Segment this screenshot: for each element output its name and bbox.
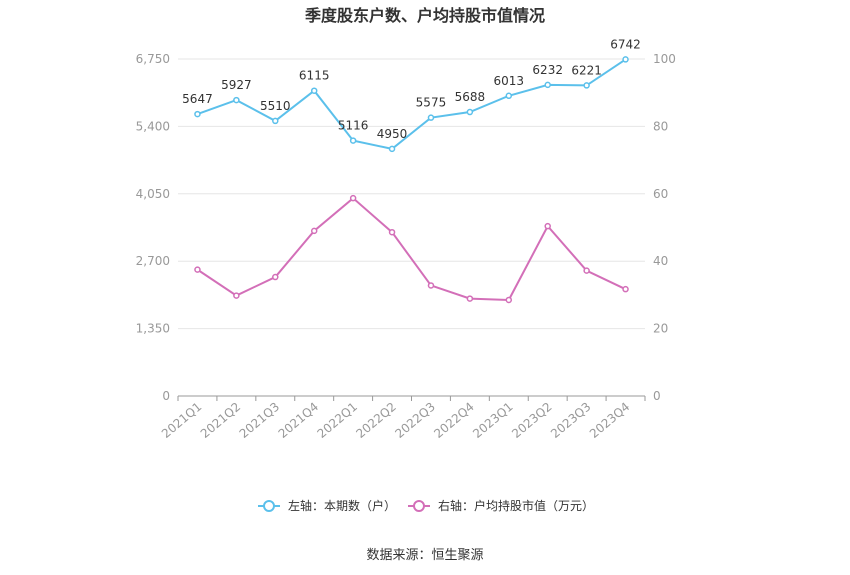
data-label-left: 5647 xyxy=(182,92,213,106)
data-point-right xyxy=(466,295,474,302)
legend-right-series-marker xyxy=(413,500,425,512)
grid-lines xyxy=(178,58,645,330)
data-point-left xyxy=(505,92,513,100)
data-point-right xyxy=(505,296,513,304)
x-tick-label: 2023Q3 xyxy=(548,400,593,441)
x-tick-label: 2023Q2 xyxy=(509,400,554,441)
left-tick-label: 0 xyxy=(162,389,170,403)
left-tick-label: 5,400 xyxy=(136,119,170,133)
data-point-right xyxy=(310,227,318,235)
legend-left-series-label: 左轴：本期数（户） xyxy=(288,498,396,513)
left-tick-label: 1,350 xyxy=(136,322,170,336)
left-tick-label: 4,050 xyxy=(136,187,170,201)
data-point-left xyxy=(583,82,590,89)
right-tick-label: 0 xyxy=(653,389,661,403)
data-point-left xyxy=(427,114,435,121)
right-tick-label: 100 xyxy=(653,52,676,66)
data-label-left: 5927 xyxy=(221,78,252,92)
legend-item-right-series[interactable]: 右轴：户均持股市值（万元） xyxy=(408,498,594,513)
data-label-left: 6013 xyxy=(494,74,525,88)
data-point-left xyxy=(544,81,551,89)
x-tick-label: 2021Q1 xyxy=(159,400,204,441)
data-point-left xyxy=(272,117,279,125)
data-point-right xyxy=(349,194,357,202)
legend-right-series-label: 右轴：户均持股市值（万元） xyxy=(438,498,594,513)
data-label-left: 6115 xyxy=(299,69,330,83)
data-label-left: 6221 xyxy=(571,63,602,77)
data-point-right xyxy=(233,292,240,299)
right-tick-label: 80 xyxy=(653,119,668,133)
x-tick-label: 2022Q3 xyxy=(392,400,437,441)
left-tick-label: 2,700 xyxy=(136,254,170,268)
data-point-left xyxy=(388,145,396,153)
x-tick-label: 2023Q4 xyxy=(587,400,632,441)
left-axis: 0 1,350 2,700 4,050 5,400 6,750 xyxy=(136,52,170,403)
data-point-left xyxy=(622,56,629,63)
right-tick-label: 20 xyxy=(653,322,668,336)
data-label-left: 6232 xyxy=(532,63,563,77)
x-axis: 2021Q12021Q22021Q32021Q42022Q12022Q22022… xyxy=(159,395,646,441)
data-point-left xyxy=(310,87,318,94)
chart-title: 季度股东户数、户均持股市值情况 xyxy=(304,6,545,25)
series-line-right xyxy=(196,196,626,301)
x-tick-label: 2022Q1 xyxy=(315,400,360,441)
data-point-left xyxy=(466,108,474,116)
data-point-left xyxy=(233,96,240,104)
legend-item-left-series[interactable]: 左轴：本期数（户） xyxy=(258,498,396,513)
data-point-right xyxy=(194,266,201,273)
data-label-left: 5688 xyxy=(455,90,486,104)
data-point-right xyxy=(544,222,551,230)
legend: 左轴：本期数（户） 右轴：户均持股市值（万元） xyxy=(258,498,594,513)
right-axis: 0 20 40 60 80 100 xyxy=(653,52,676,403)
data-point-left xyxy=(194,110,201,118)
data-point-right xyxy=(583,267,590,274)
data-point-right xyxy=(622,285,629,293)
x-tick-label: 2021Q3 xyxy=(237,400,282,441)
x-tick-label: 2021Q4 xyxy=(276,400,321,441)
x-tick-label: 2022Q4 xyxy=(431,400,476,441)
data-label-left: 5575 xyxy=(416,96,447,110)
data-point-left xyxy=(349,137,357,144)
data-label-left: 5510 xyxy=(260,99,291,113)
legend-left-series-marker xyxy=(263,500,275,512)
data-point-right xyxy=(388,228,396,236)
data-label-left: 5116 xyxy=(338,119,369,133)
x-tick-label: 2023Q1 xyxy=(470,400,515,441)
data-point-right xyxy=(272,273,279,281)
series-layer: 5647 5927 5510 6115 5116 4950 5575 5688 6013 6232… xyxy=(182,37,641,304)
right-tick-label: 60 xyxy=(653,187,668,201)
data-point-right xyxy=(427,282,435,289)
data-label-left: 6742 xyxy=(610,37,641,51)
x-tick-label: 2022Q2 xyxy=(353,400,398,441)
x-tick-label: 2021Q2 xyxy=(198,400,243,441)
right-tick-label: 40 xyxy=(653,254,668,268)
data-source: 数据来源：恒生聚源 xyxy=(366,548,483,563)
data-label-left: 4950 xyxy=(377,127,408,141)
left-tick-label: 6,750 xyxy=(136,52,170,66)
series-line-left xyxy=(197,58,627,150)
